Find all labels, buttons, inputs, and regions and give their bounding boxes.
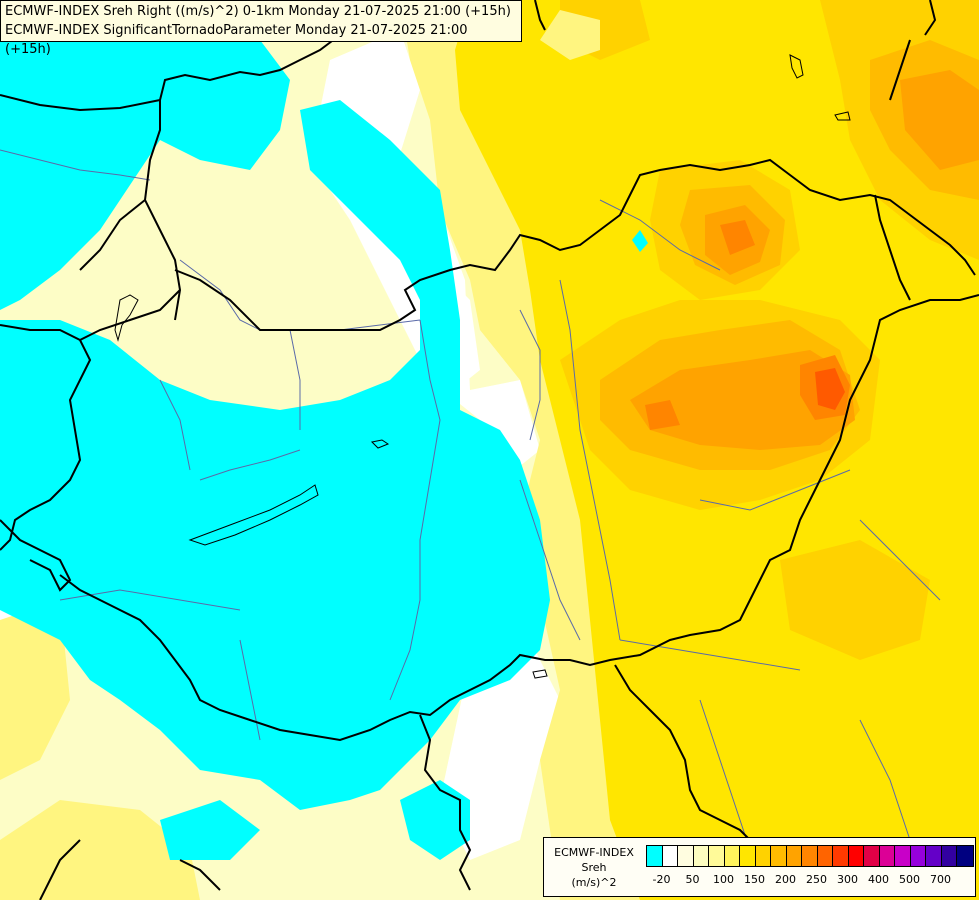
legend-swatch [910, 846, 926, 866]
legend-title-model: ECMWF-INDEX [554, 846, 634, 859]
legend-swatch [833, 846, 849, 866]
legend-tick: 50 [685, 873, 700, 886]
legend-swatch [771, 846, 787, 866]
legend-title-unit: (m/s)^2 [571, 876, 617, 889]
map-title-box: ECMWF-INDEX Sreh Right ((m/s)^2) 0-1km M… [0, 0, 522, 57]
legend-swatch [941, 846, 957, 866]
legend-swatch [895, 846, 911, 866]
color-legend: ECMWF-INDEX Sreh (m/s)^2 -20 50 100 150 200 2… [543, 837, 976, 897]
legend-swatch [786, 846, 802, 866]
legend-swatch [802, 846, 818, 866]
legend-swatch [647, 846, 663, 866]
legend-swatch [740, 846, 756, 866]
legend-tick: 250 [806, 873, 827, 886]
red-orange-core [815, 368, 845, 410]
legend-swatch [662, 846, 678, 866]
cyan-zones [0, 0, 648, 860]
legend-tick: 100 [713, 873, 734, 886]
legend-swatch [879, 846, 895, 866]
legend-title: ECMWF-INDEX Sreh (m/s)^2 [548, 845, 640, 890]
legend-tick: -20 [652, 873, 671, 886]
legend-tick: 200 [775, 873, 796, 886]
legend-tick-labels: -20 50 100 150 200 250 300 400 500 700 [646, 873, 971, 887]
orange-zones [630, 70, 979, 450]
legend-color-bar [646, 845, 974, 867]
legend-swatch [709, 846, 725, 866]
legend-swatch [755, 846, 771, 866]
lakes [114, 54, 851, 679]
legend-swatch [724, 846, 740, 866]
legend-swatch [864, 846, 880, 866]
legend-tick: 700 [930, 873, 951, 886]
title-line-1: ECMWF-INDEX Sreh Right ((m/s)^2) 0-1km M… [5, 4, 511, 19]
legend-title-variable: Sreh [581, 861, 607, 874]
legend-tick: 400 [868, 873, 889, 886]
legend-swatch [678, 846, 694, 866]
title-line-2: ECMWF-INDEX SignificantTornadoParameter … [5, 23, 468, 57]
legend-swatch [848, 846, 864, 866]
legend-tick: 500 [899, 873, 920, 886]
legend-swatch [957, 846, 973, 866]
legend-tick: 300 [837, 873, 858, 886]
legend-swatch [817, 846, 833, 866]
legend-tick: 150 [744, 873, 765, 886]
legend-swatch [693, 846, 709, 866]
legend-swatch [926, 846, 942, 866]
